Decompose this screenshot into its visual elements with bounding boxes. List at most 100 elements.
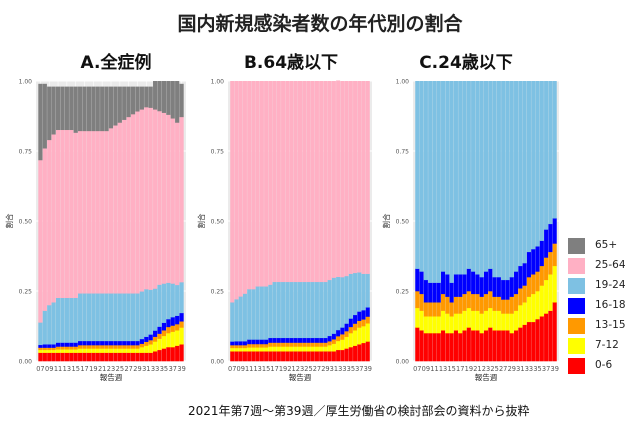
bar-segment-0-6 xyxy=(419,330,424,362)
x-tick-label: 11 xyxy=(54,365,62,373)
bar-segment-0-6 xyxy=(297,351,303,362)
bar-segment-13-15 xyxy=(479,296,484,314)
bar-segment-0-6 xyxy=(445,333,450,362)
bar-segment-0-6 xyxy=(544,313,549,362)
bar-segment-25-64 xyxy=(179,116,184,283)
bar-segment-13-15 xyxy=(38,347,43,351)
bar-segment-25-64 xyxy=(73,132,78,299)
bar-segment-16-18 xyxy=(259,339,264,345)
bar-segment-13-15 xyxy=(247,343,252,348)
bar-segment-19-24 xyxy=(242,293,247,342)
bar-segment-7-12 xyxy=(458,313,463,334)
bar-segment-16-18 xyxy=(445,274,450,297)
legend-swatch xyxy=(568,278,585,294)
y-tick-label: 0.00 xyxy=(19,359,33,366)
bar-segment-16-18 xyxy=(509,277,514,297)
bar-segment-13-15 xyxy=(117,345,122,349)
bar-segment-13-15 xyxy=(69,346,74,350)
bar-segment-19-24 xyxy=(78,293,83,342)
bar-segment-19-24 xyxy=(323,281,328,339)
x-tick-label: 27 xyxy=(124,365,132,373)
bar-segment-0-6 xyxy=(276,351,281,362)
chart-main-title: 国内新規感染者数の年代別の割合 xyxy=(177,13,463,35)
bar-segment-25-64 xyxy=(117,122,122,294)
bar-segment-0-6 xyxy=(361,342,366,362)
legend-item: 19-24 xyxy=(568,276,634,296)
bar-segment-16-18 xyxy=(268,337,273,343)
bar-segment-65+ xyxy=(73,86,78,133)
bar-segment-16-18 xyxy=(157,326,162,334)
bar-segment-7-12 xyxy=(230,347,235,352)
bar-segment-0-6 xyxy=(501,330,506,362)
bar-segment-16-18 xyxy=(505,279,510,300)
x-tick-label: 07 xyxy=(36,365,44,373)
bar-segment-19-24 xyxy=(509,81,514,278)
bar-segment-19-24 xyxy=(122,293,127,342)
bar-segment-13-15 xyxy=(297,342,303,347)
bar-segment-13-15 xyxy=(42,347,47,351)
bar-segment-7-12 xyxy=(47,349,52,353)
bar-segment-25-64 xyxy=(268,81,273,285)
bar-segment-25-64 xyxy=(264,81,269,287)
bar-segment-0-6 xyxy=(365,341,370,362)
bar-segment-7-12 xyxy=(297,346,303,352)
bar-segment-16-18 xyxy=(179,312,184,322)
bar-segment-16-18 xyxy=(60,342,65,347)
bar-segment-13-15 xyxy=(453,296,458,314)
bar-segment-7-12 xyxy=(42,349,47,353)
bar-segment-7-12 xyxy=(179,327,184,345)
bar-segment-16-18 xyxy=(238,341,243,346)
bar-segment-0-6 xyxy=(415,327,420,362)
bar-segment-19-24 xyxy=(340,277,345,328)
bar-segment-19-24 xyxy=(293,281,298,339)
bar-segment-65+ xyxy=(144,86,149,108)
bar-segment-7-12 xyxy=(365,323,370,342)
x-tick-label: 07 xyxy=(413,365,421,373)
bar-segment-65+ xyxy=(60,86,65,131)
bar-segment-65+ xyxy=(104,86,109,132)
bar-segment-25-64 xyxy=(78,130,83,294)
bar-segment-0-6 xyxy=(471,330,476,362)
bar-segment-19-24 xyxy=(535,81,540,247)
bar-segment-16-18 xyxy=(144,336,149,342)
bar-segment-16-18 xyxy=(428,282,433,303)
bar-segment-0-6 xyxy=(175,345,180,362)
bar-segment-25-64 xyxy=(86,130,92,294)
bar-segment-19-24 xyxy=(148,289,153,335)
bar-segment-7-12 xyxy=(276,346,281,352)
bar-segment-25-64 xyxy=(285,81,290,283)
bar-segment-0-6 xyxy=(348,347,353,362)
bar-segment-19-24 xyxy=(531,81,536,250)
bar-segment-25-64 xyxy=(166,114,171,283)
bar-segment-7-12 xyxy=(38,349,43,353)
bar-segment-7-12 xyxy=(552,265,557,303)
bar-segment-16-18 xyxy=(462,274,467,295)
bar-segment-19-24 xyxy=(113,293,118,342)
bar-segment-0-6 xyxy=(91,352,96,362)
bar-segment-7-12 xyxy=(302,346,307,352)
bar-segment-19-24 xyxy=(139,291,144,340)
legend-label: 13-15 xyxy=(595,319,626,331)
bar-segment-16-18 xyxy=(336,329,341,337)
bar-segment-7-12 xyxy=(314,346,319,352)
bar-segment-16-18 xyxy=(331,333,336,340)
x-tick-label: 39 xyxy=(551,365,559,373)
bar-segment-7-12 xyxy=(535,291,540,320)
bar-segment-19-24 xyxy=(445,81,450,275)
bar-segment-0-6 xyxy=(153,351,158,362)
bar-segment-0-6 xyxy=(514,330,519,362)
bar-segment-16-18 xyxy=(255,339,260,345)
x-tick-label: 09 xyxy=(45,365,53,373)
bar-segment-65+ xyxy=(139,86,144,110)
bar-segment-0-6 xyxy=(475,330,480,362)
x-tick-label: 35 xyxy=(160,365,168,373)
x-tick-label: 17 xyxy=(456,365,464,373)
bar-segment-65+ xyxy=(170,81,175,119)
bar-segment-19-24 xyxy=(501,81,506,281)
bar-segment-0-6 xyxy=(55,352,61,362)
bar-segment-13-15 xyxy=(144,341,149,346)
bar-segment-65+ xyxy=(64,86,69,131)
bar-segment-7-12 xyxy=(95,348,100,353)
bar-segment-7-12 xyxy=(310,346,315,352)
bar-segment-7-12 xyxy=(539,285,544,317)
